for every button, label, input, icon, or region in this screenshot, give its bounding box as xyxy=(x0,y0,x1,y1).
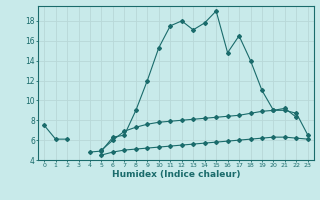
X-axis label: Humidex (Indice chaleur): Humidex (Indice chaleur) xyxy=(112,170,240,179)
